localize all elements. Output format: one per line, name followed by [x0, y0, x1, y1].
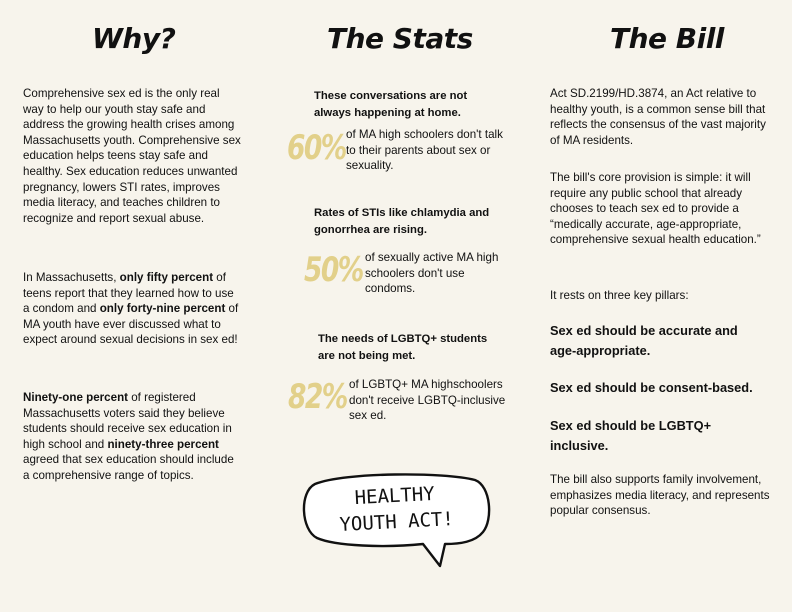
- speech-bubble-outline: [302, 473, 491, 568]
- why-p3-text-a: of registered Massachusetts voters said …: [23, 391, 232, 451]
- stat-2-percent: 50%: [304, 250, 364, 290]
- why-p2-emphasis-a: only fifty percent: [119, 271, 214, 284]
- why-heading: Why?: [92, 22, 176, 55]
- why-p3-text-b: agreed that sex education should include…: [23, 453, 234, 482]
- stat-1-percent: 60%: [287, 128, 347, 168]
- stat-1-text: of MA high schoolers don't talk to their…: [346, 128, 503, 173]
- pillar-2: Sex ed should be consent-based.: [550, 380, 753, 395]
- stat-1-headline: These conversations are not always happe…: [314, 90, 468, 119]
- bill-heading: The Bill: [610, 22, 724, 55]
- bill-paragraph-1: Act SD.2199/HD.3874, an Act relative to …: [550, 87, 766, 147]
- why-p3-emphasis-a: Ninety-one percent: [23, 391, 129, 404]
- bubble-text-line-1: HEALTHY: [354, 483, 436, 509]
- stat-3-percent: 82%: [288, 377, 348, 417]
- why-p2-emphasis-b: only forty-nine percent: [99, 302, 226, 316]
- why-p2-text-c: of MA youth have ever discussed what to …: [23, 302, 239, 347]
- why-paragraph-3: Ninety-one percent of registered Massach…: [23, 390, 241, 484]
- stat-2-text: of sexually active MA high schoolers don…: [365, 251, 499, 296]
- why-p2-text-b: of teens report that they learned how to…: [23, 271, 234, 316]
- bill-paragraph-2: The bill's core provision is simple: it …: [550, 171, 761, 247]
- stat-3-headline: The needs of LGBTQ+ students are not bei…: [318, 333, 488, 362]
- speech-bubble-graphic: HEALTHY YOUTH ACT!: [302, 473, 491, 568]
- pillar-3: Sex ed should be LGBTQ+ inclusive.: [550, 418, 712, 453]
- bill-paragraph-4: The bill also supports family involvemen…: [550, 473, 770, 518]
- why-p2-text-a: In Massachusetts,: [23, 271, 120, 284]
- stat-2-headline: Rates of STIs like chlamydia and gonorrh…: [314, 207, 490, 236]
- bill-paragraph-3: It rests on three key pillars:: [550, 289, 689, 302]
- stats-heading: The Stats: [327, 22, 473, 55]
- why-paragraph-1: Comprehensive sex ed is the only real wa…: [23, 87, 241, 225]
- why-paragraph-2: In Massachusetts, only fifty percent of …: [23, 270, 241, 348]
- stat-3-text: of LGBTQ+ MA highschoolers don't receive…: [349, 378, 506, 423]
- why-p3-emphasis-b: ninety-three percent: [107, 437, 219, 451]
- pillar-1: Sex ed should be accurate and age-approp…: [550, 323, 738, 358]
